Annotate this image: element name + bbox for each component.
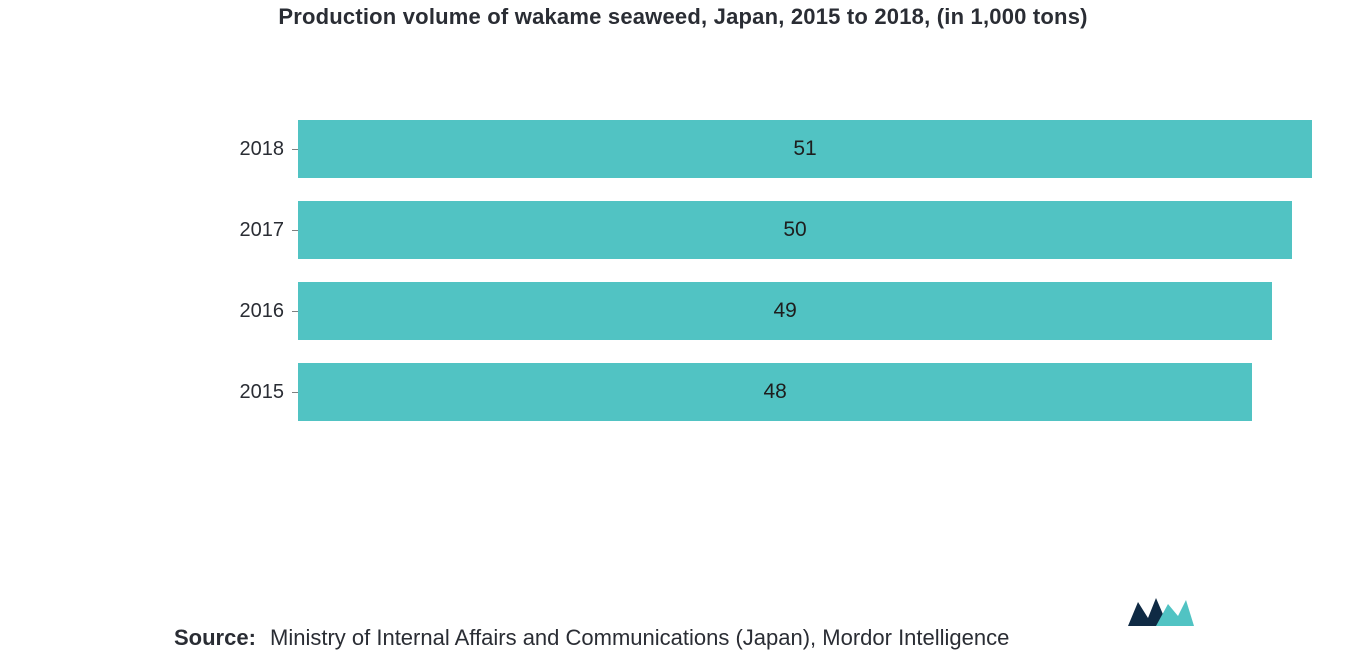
bar: 49 bbox=[298, 282, 1272, 340]
mordor-logo bbox=[1126, 596, 1196, 637]
source-label: Source: bbox=[174, 621, 270, 655]
y-axis-label: 2017 bbox=[0, 219, 292, 242]
chart-area: 2018 51 2017 50 2016 49 2015 48 bbox=[0, 120, 1366, 444]
y-axis-label: 2015 bbox=[0, 381, 292, 404]
chart-title: Production volume of wakame seaweed, Jap… bbox=[0, 0, 1366, 30]
bar-row: 2017 50 bbox=[0, 201, 1366, 259]
bar: 50 bbox=[298, 201, 1292, 259]
bar-row: 2015 48 bbox=[0, 363, 1366, 421]
bar: 48 bbox=[298, 363, 1252, 421]
source-text: Ministry of Internal Affairs and Communi… bbox=[270, 621, 1009, 655]
y-axis-label: 2018 bbox=[0, 138, 292, 161]
bar: 51 bbox=[298, 120, 1312, 178]
bar-row: 2016 49 bbox=[0, 282, 1366, 340]
y-axis-label: 2016 bbox=[0, 300, 292, 323]
bar-row: 2018 51 bbox=[0, 120, 1366, 178]
